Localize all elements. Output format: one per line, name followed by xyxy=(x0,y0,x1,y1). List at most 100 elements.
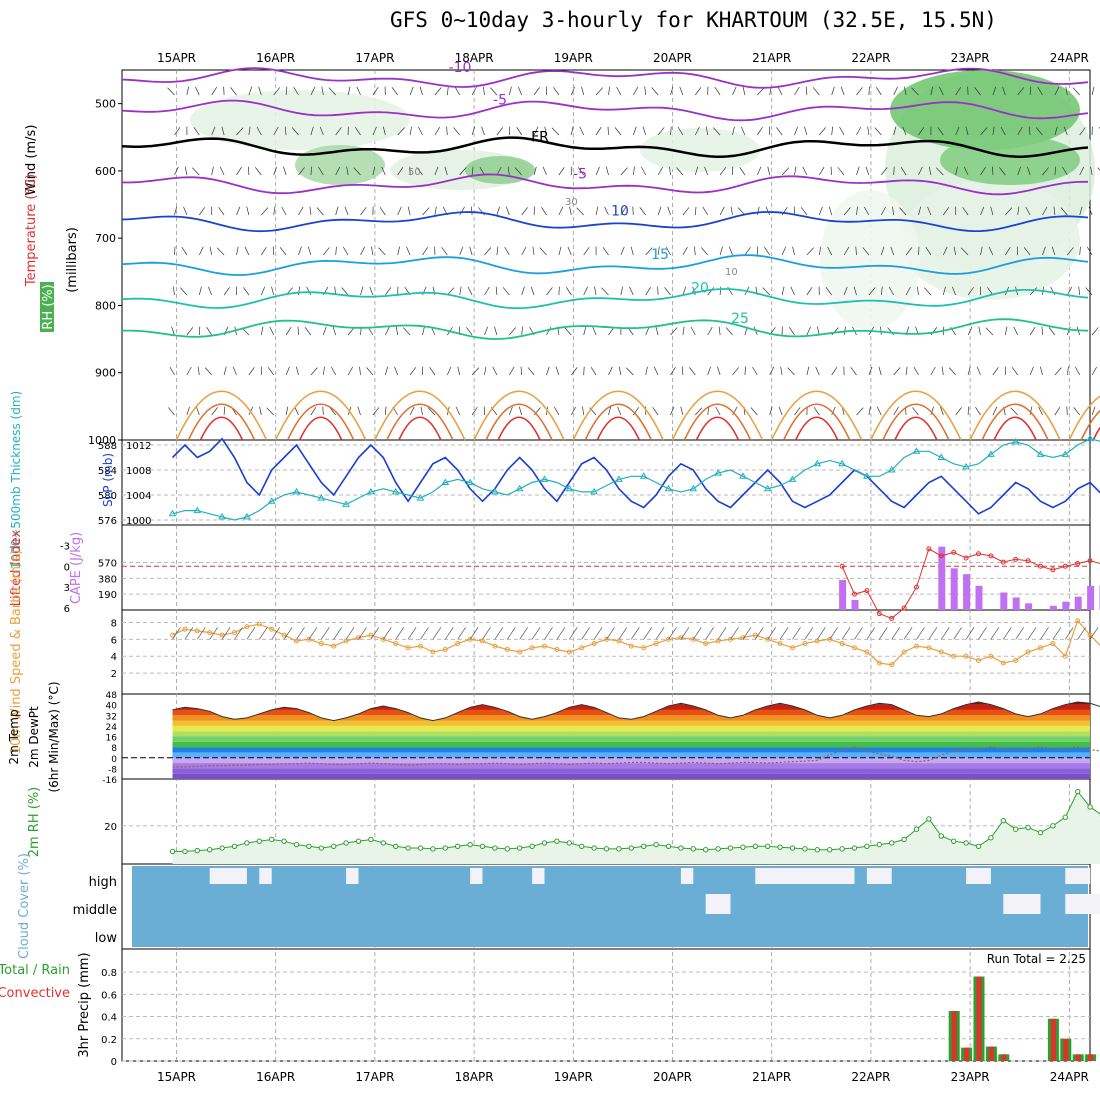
wind-barb xyxy=(888,327,894,335)
wind-barb xyxy=(715,87,720,95)
wind-barb xyxy=(621,247,624,255)
rh-marker xyxy=(815,848,819,852)
wind-barb xyxy=(832,87,835,95)
isotherm-label: -5 xyxy=(573,166,587,182)
wind-barb xyxy=(652,88,658,95)
precip-convective-bar xyxy=(952,1011,957,1061)
lifted-index-tick: 6 xyxy=(64,604,70,615)
wind-barb xyxy=(626,368,633,375)
wind-barb xyxy=(180,288,187,295)
wind-barb xyxy=(261,287,264,295)
wind-barb xyxy=(447,367,451,375)
wind-barb xyxy=(875,128,882,135)
pressure-tick-label: 800 xyxy=(95,299,116,312)
wind-barb xyxy=(619,367,621,375)
rh-marker xyxy=(877,842,881,846)
rh-area xyxy=(173,792,1100,864)
wind-barb xyxy=(764,247,769,255)
wind-barb-10m xyxy=(619,627,627,639)
wind-tick: 6 xyxy=(111,635,117,646)
wind-barb xyxy=(615,127,621,135)
rh-marker xyxy=(741,845,745,849)
wind-barb-10m xyxy=(842,627,850,639)
wind-barb xyxy=(594,287,596,295)
wind-barb xyxy=(442,247,448,255)
wind-barb xyxy=(192,168,199,175)
rh-marker xyxy=(716,847,720,851)
wind-barb-10m xyxy=(396,627,404,639)
rh-contour-label: 10 xyxy=(725,267,738,278)
legend-convective: Convective xyxy=(0,986,70,1001)
wind-barb xyxy=(187,367,191,375)
wind-barb-10m xyxy=(855,627,863,639)
wind-barb xyxy=(656,327,658,335)
wind-barb xyxy=(691,327,695,335)
warm-contour xyxy=(697,417,739,440)
wind-barb xyxy=(894,407,899,415)
wind-barb xyxy=(470,247,472,255)
wind-barb xyxy=(832,127,833,135)
wind-barb xyxy=(418,127,422,135)
wind-barb xyxy=(385,287,391,295)
wind-barb xyxy=(782,168,789,175)
wind-barb xyxy=(831,167,832,175)
rh-marker xyxy=(456,844,460,848)
slp-tick: 1004 xyxy=(126,491,151,502)
wind-barb xyxy=(779,407,782,415)
date-label-top: 24APR xyxy=(1050,51,1089,65)
wind-barb-10m xyxy=(644,627,652,639)
wind-barb xyxy=(745,247,751,255)
isotherm-label: FR xyxy=(531,129,549,145)
wind-barb xyxy=(986,328,993,335)
wind-barb xyxy=(646,287,651,295)
wind-barb xyxy=(274,167,277,175)
wind-barb xyxy=(757,207,759,215)
cloud-high-white xyxy=(470,868,482,884)
wind-barb xyxy=(1012,367,1017,375)
wind-barb xyxy=(199,247,203,255)
wind-barb xyxy=(807,327,811,335)
wind-barb-10m xyxy=(1078,627,1086,639)
wind-barb xyxy=(195,87,199,95)
temp-band xyxy=(122,774,1090,779)
wind-barb xyxy=(782,247,786,255)
temp-band xyxy=(122,715,1090,720)
warm-contour xyxy=(883,404,949,440)
wind-barb xyxy=(272,287,274,295)
wind-barb xyxy=(720,247,722,255)
cape-bar xyxy=(1013,598,1020,611)
temp-tick: 8 xyxy=(111,744,117,754)
wind-barb xyxy=(733,87,737,95)
wind-barb xyxy=(299,247,302,255)
wind-barb xyxy=(208,287,211,295)
temp-tick: 16 xyxy=(106,734,118,744)
wind-barb xyxy=(410,407,414,415)
wind-barb xyxy=(745,367,746,375)
cloud-mid-white xyxy=(706,894,731,914)
wind-barb xyxy=(310,207,311,215)
rh-marker xyxy=(1063,815,1067,819)
wind-barb xyxy=(231,87,237,95)
warm-contour xyxy=(375,391,465,440)
wind-barb xyxy=(423,208,430,215)
rh-marker xyxy=(1076,789,1080,793)
wind-barb xyxy=(906,367,907,375)
rh-marker xyxy=(840,847,844,851)
date-label-bottom: 23APR xyxy=(951,1070,990,1084)
wind-barb xyxy=(496,287,497,295)
wind-barb xyxy=(323,367,324,375)
isotherm-label: 25 xyxy=(731,311,749,327)
wind-barb xyxy=(260,407,262,415)
wind-barb xyxy=(187,327,193,335)
wind-barb xyxy=(345,207,348,215)
wind-barb xyxy=(509,367,514,375)
wind-barb xyxy=(778,87,782,95)
wind-barb-10m xyxy=(483,627,491,639)
wind-barb-10m xyxy=(594,627,602,639)
wind-barb xyxy=(361,207,367,215)
wind-barb xyxy=(782,287,784,295)
wind-barb xyxy=(720,207,724,215)
wind-barb xyxy=(1005,327,1007,335)
wind-barb xyxy=(456,407,460,415)
wind-barb xyxy=(803,167,807,175)
